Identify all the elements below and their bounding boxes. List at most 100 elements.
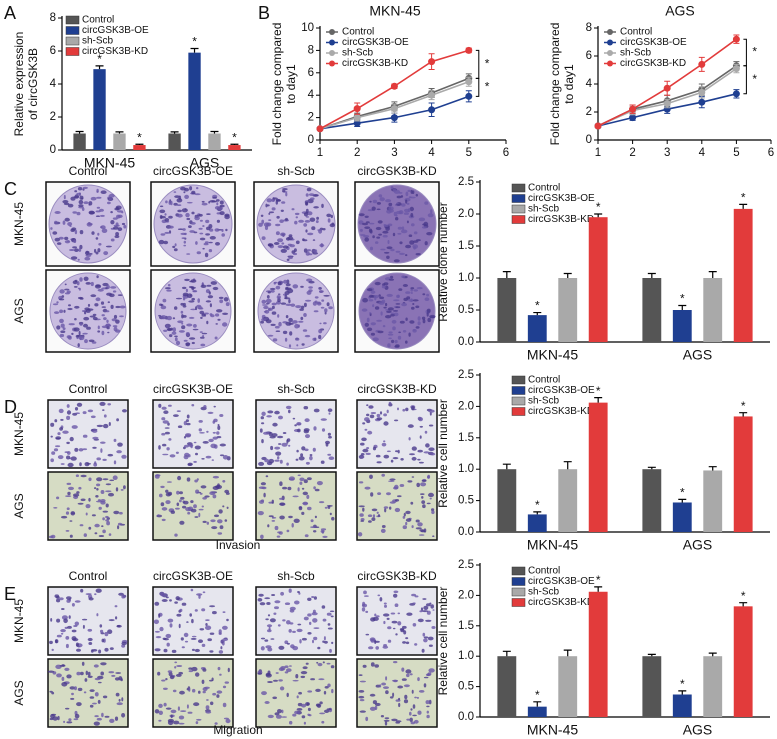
cell: [205, 300, 212, 303]
chart-title: AGS: [665, 3, 695, 19]
cell: [77, 343, 80, 348]
cell: [399, 320, 405, 324]
cell: [258, 222, 263, 227]
cell: [284, 294, 288, 299]
cell: [74, 190, 78, 193]
significance-star: *: [137, 130, 142, 144]
column-label: circGSK3B-OE: [153, 382, 233, 396]
cell: [413, 289, 419, 292]
cell: [62, 430, 69, 434]
cell: [301, 511, 305, 515]
cell: [288, 256, 293, 260]
cell: [405, 407, 409, 412]
cell: [75, 412, 80, 415]
cell: [177, 209, 182, 213]
legend-label: sh-Scb: [528, 204, 560, 215]
point: [663, 84, 671, 92]
cell: [279, 686, 285, 691]
legend-label: Control: [528, 183, 560, 194]
cell: [411, 456, 417, 461]
cell: [281, 442, 288, 447]
cell: [174, 195, 180, 199]
cell: [97, 681, 102, 684]
cell: [263, 222, 270, 227]
x-tick-label: 5: [466, 147, 472, 159]
cell: [301, 446, 306, 451]
cell: [59, 289, 65, 294]
cell: [281, 201, 286, 204]
cell: [289, 720, 293, 725]
cell: [222, 611, 226, 613]
cell: [72, 246, 77, 249]
cell: [313, 426, 317, 431]
cell: [411, 446, 417, 451]
cell: [326, 213, 332, 218]
cell: [186, 253, 191, 255]
bar: [642, 469, 662, 532]
cell: [428, 699, 432, 705]
cell: [389, 478, 396, 481]
significance-star: *: [741, 399, 746, 413]
cell: [371, 517, 376, 521]
cell: [396, 195, 402, 199]
cell: [365, 221, 370, 224]
cell: [209, 236, 216, 240]
cell: [263, 431, 270, 435]
cell: [95, 237, 99, 240]
cell: [409, 453, 415, 456]
cell: [222, 312, 229, 315]
cell: [186, 422, 191, 426]
cell: [219, 673, 222, 676]
legend-label: circGSK3B-KD: [528, 406, 594, 417]
cell: [319, 501, 325, 504]
cell: [101, 712, 104, 718]
cell: [171, 649, 177, 654]
y-axis-label: Relative expression: [12, 32, 26, 137]
bar: [588, 591, 608, 717]
cell: [202, 690, 206, 694]
cell: [316, 661, 319, 664]
cell: [392, 232, 396, 237]
cell: [112, 217, 118, 220]
cell: [396, 202, 399, 205]
cell: [178, 722, 185, 725]
cell: [85, 670, 89, 676]
cell: [323, 636, 326, 641]
cell: [176, 204, 182, 207]
cell: [372, 235, 375, 239]
cell: [58, 408, 64, 414]
cell: [267, 629, 272, 633]
cell: [178, 330, 185, 333]
cell: [202, 334, 205, 338]
cell: [64, 240, 71, 244]
cell: [421, 316, 426, 320]
cell: [377, 492, 382, 495]
cell: [305, 201, 309, 206]
cell: [168, 215, 173, 219]
cell: [186, 414, 190, 419]
cell: [319, 243, 325, 247]
cell: [385, 226, 390, 231]
bar: [527, 315, 547, 342]
cell: [167, 618, 174, 623]
cell: [306, 290, 312, 295]
cell: [179, 608, 183, 613]
cell: [168, 438, 172, 441]
cell: [191, 190, 196, 195]
cell: [318, 329, 323, 334]
cell: [205, 619, 210, 621]
legend-swatch: [511, 566, 526, 576]
cell: [368, 646, 374, 650]
cell: [423, 605, 429, 611]
cell: [200, 316, 203, 319]
cell: [214, 206, 221, 210]
cell: [182, 228, 186, 231]
cell: [386, 310, 392, 313]
cell: [222, 685, 227, 689]
y-tick-label: 2.5: [458, 559, 474, 571]
cell: [54, 419, 58, 423]
micrograph: [356, 586, 438, 656]
cell: [80, 474, 87, 478]
cell: [111, 674, 116, 677]
